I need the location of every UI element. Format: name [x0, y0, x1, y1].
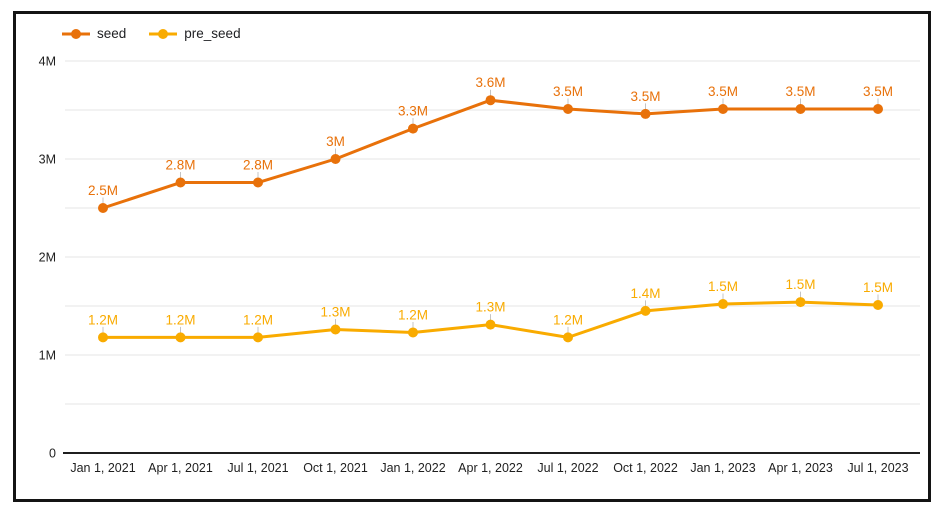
pre_seed-data-point[interactable]	[175, 332, 186, 343]
seed-data-label: 3.5M	[553, 84, 583, 99]
x-axis-tick-label: Jul 1, 2022	[537, 461, 598, 475]
x-axis-tick-label: Oct 1, 2021	[303, 461, 368, 475]
pre-seed-series-marker-icon	[149, 28, 178, 40]
seed-data-point[interactable]	[640, 108, 651, 119]
pre_seed-data-label: 1.3M	[320, 305, 350, 320]
seed-data-point[interactable]	[795, 104, 806, 115]
seed-data-point[interactable]	[408, 123, 418, 134]
seed-data-point[interactable]	[485, 95, 496, 106]
seed-data-point[interactable]	[563, 104, 573, 115]
legend-item-seed[interactable]: seed	[62, 25, 126, 43]
pre_seed-data-label: 1.2M	[88, 312, 118, 327]
y-axis-tick-label: 1M	[39, 349, 56, 363]
x-axis-tick-label: Apr 1, 2021	[148, 461, 213, 475]
legend-label-seed: seed	[97, 26, 127, 41]
pre_seed-data-point[interactable]	[873, 300, 883, 311]
seed-series-marker-icon	[62, 28, 90, 40]
legend-label-pre-seed: pre_seed	[184, 26, 241, 41]
pre_seed-data-point[interactable]	[795, 297, 806, 308]
seed-series-line	[101, 98, 880, 210]
seed-data-point[interactable]	[175, 177, 186, 188]
x-axis-tick-label: Jan 1, 2023	[690, 461, 755, 475]
y-axis-tick-label: 3M	[39, 153, 56, 167]
seed-data-point[interactable]	[718, 104, 728, 115]
pre_seed-data-point[interactable]	[253, 332, 263, 343]
x-axis-tick-label: Jan 1, 2021	[70, 461, 135, 475]
pre_seed-data-point[interactable]	[563, 332, 573, 343]
chart-legend: seed pre_seed	[62, 25, 241, 43]
pre_seed-data-label: 1.5M	[708, 279, 738, 294]
seed-data-label: 3.5M	[630, 89, 660, 104]
seed-data-label: 3.5M	[863, 84, 893, 99]
legend-item-pre-seed[interactable]: pre_seed	[149, 25, 241, 43]
pre_seed-data-label: 1.4M	[630, 286, 660, 301]
seed-data-point[interactable]	[253, 177, 263, 188]
pre_seed-data-point[interactable]	[718, 299, 728, 310]
x-axis-tick-label: Jul 1, 2023	[847, 461, 908, 475]
seed-data-label: 3.5M	[708, 84, 738, 99]
pre_seed-data-label: 1.2M	[243, 312, 273, 327]
pre_seed-data-point[interactable]	[330, 324, 341, 335]
seed-data-label: 2.5M	[88, 183, 118, 198]
pre_seed-data-label: 1.2M	[553, 312, 583, 327]
pre_seed-data-point[interactable]	[640, 305, 651, 316]
pre_seed-data-point[interactable]	[408, 327, 418, 338]
seed-data-label: 3.5M	[785, 84, 815, 99]
seed-data-label: 3.6M	[475, 75, 505, 90]
y-axis-tick-label: 4M	[39, 55, 56, 69]
seed-data-label: 2.8M	[243, 158, 273, 173]
seed-data-label: 2.8M	[165, 158, 195, 173]
pre_seed-data-label: 1.2M	[165, 312, 195, 327]
x-axis-tick-label: Oct 1, 2022	[613, 461, 678, 475]
pre_seed-data-point[interactable]	[485, 319, 496, 330]
pre_seed-data-label: 1.5M	[863, 280, 893, 295]
x-axis-tick-label: Apr 1, 2022	[458, 461, 523, 475]
line-chart: 0 1M 2M 3M 4M Jan 1, 2021 Apr 1, 2021 Jul 1, 20…	[39, 55, 920, 475]
x-axis-tick-label: Jan 1, 2022	[380, 461, 445, 475]
seed-data-point[interactable]	[98, 203, 108, 213]
x-axis-tick-label: Apr 1, 2023	[768, 461, 833, 475]
y-axis-tick-label: 2M	[39, 251, 56, 265]
y-axis-tick-label: 0	[49, 447, 56, 461]
pre_seed-data-label: 1.2M	[398, 307, 428, 322]
pre_seed-data-label: 1.3M	[475, 300, 505, 315]
seed-data-point[interactable]	[330, 154, 341, 164]
pre_seed-data-point[interactable]	[98, 332, 108, 343]
pre_seed-data-label: 1.5M	[785, 277, 815, 292]
seed-data-label: 3.3M	[398, 104, 428, 119]
chart-frame: seed pre_seed 0 1M 2M 3M 4M Jan 1, 2021 Apr 1,…	[13, 11, 931, 502]
seed-data-point[interactable]	[873, 104, 883, 115]
x-axis-tick-label: Jul 1, 2021	[227, 461, 288, 475]
seed-data-label: 3M	[326, 134, 345, 149]
